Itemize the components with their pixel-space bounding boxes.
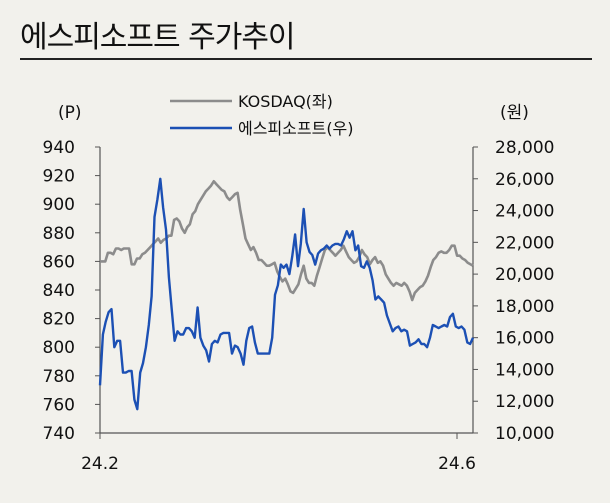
right-tick-label: 10,000 [495, 424, 554, 444]
left-tick-label: 860 [43, 252, 75, 272]
left-tick-label: 840 [43, 281, 75, 301]
right-tick-label: 20,000 [495, 265, 554, 285]
legend-label-1: KOSDAQ(좌) [238, 92, 333, 111]
left-tick-label: 920 [43, 167, 75, 187]
right-tick-label: 16,000 [495, 329, 554, 349]
legend: KOSDAQ(좌) 에스피소프트(우) [170, 92, 354, 138]
right-tick-label: 18,000 [495, 297, 554, 317]
left-tick-label: 900 [43, 195, 75, 215]
left-tick-label: 740 [43, 424, 75, 444]
kosdaq-line [100, 180, 474, 302]
left-tick-label: 780 [43, 367, 75, 387]
left-tick-label: 800 [43, 338, 75, 358]
right-tick-label: 12,000 [495, 392, 554, 412]
left-tick-label: 820 [43, 310, 75, 330]
left-tick-label: 940 [43, 138, 75, 158]
chart-title: 에스피소프트 주가추이 [20, 20, 296, 55]
left-tick-label: 760 [43, 395, 75, 415]
right-axis-ticks: 10,000 12,000 14,000 16,000 18,000 20,000 22,0… [473, 138, 554, 444]
series-lines [98, 177, 475, 411]
spsoft-line [98, 177, 475, 411]
x-tick-label: 24.2 [81, 454, 119, 474]
right-axis-unit: (원) [500, 103, 529, 123]
right-tick-label: 14,000 [495, 360, 554, 380]
title-divider [20, 58, 592, 60]
left-axis-unit: (P) [58, 103, 82, 123]
left-axis-ticks: 740 760 780 800 820 840 860 880 900 920 940 [43, 138, 100, 444]
legend-label-2: 에스피소프트(우) [238, 119, 354, 138]
x-axis-ticks: 24.2 24.6 [81, 433, 476, 474]
x-tick-label: 24.6 [438, 454, 476, 474]
right-tick-label: 24,000 [495, 202, 554, 222]
right-tick-label: 28,000 [495, 138, 554, 158]
right-tick-label: 26,000 [495, 170, 554, 190]
left-tick-label: 880 [43, 224, 75, 244]
right-tick-label: 22,000 [495, 233, 554, 253]
